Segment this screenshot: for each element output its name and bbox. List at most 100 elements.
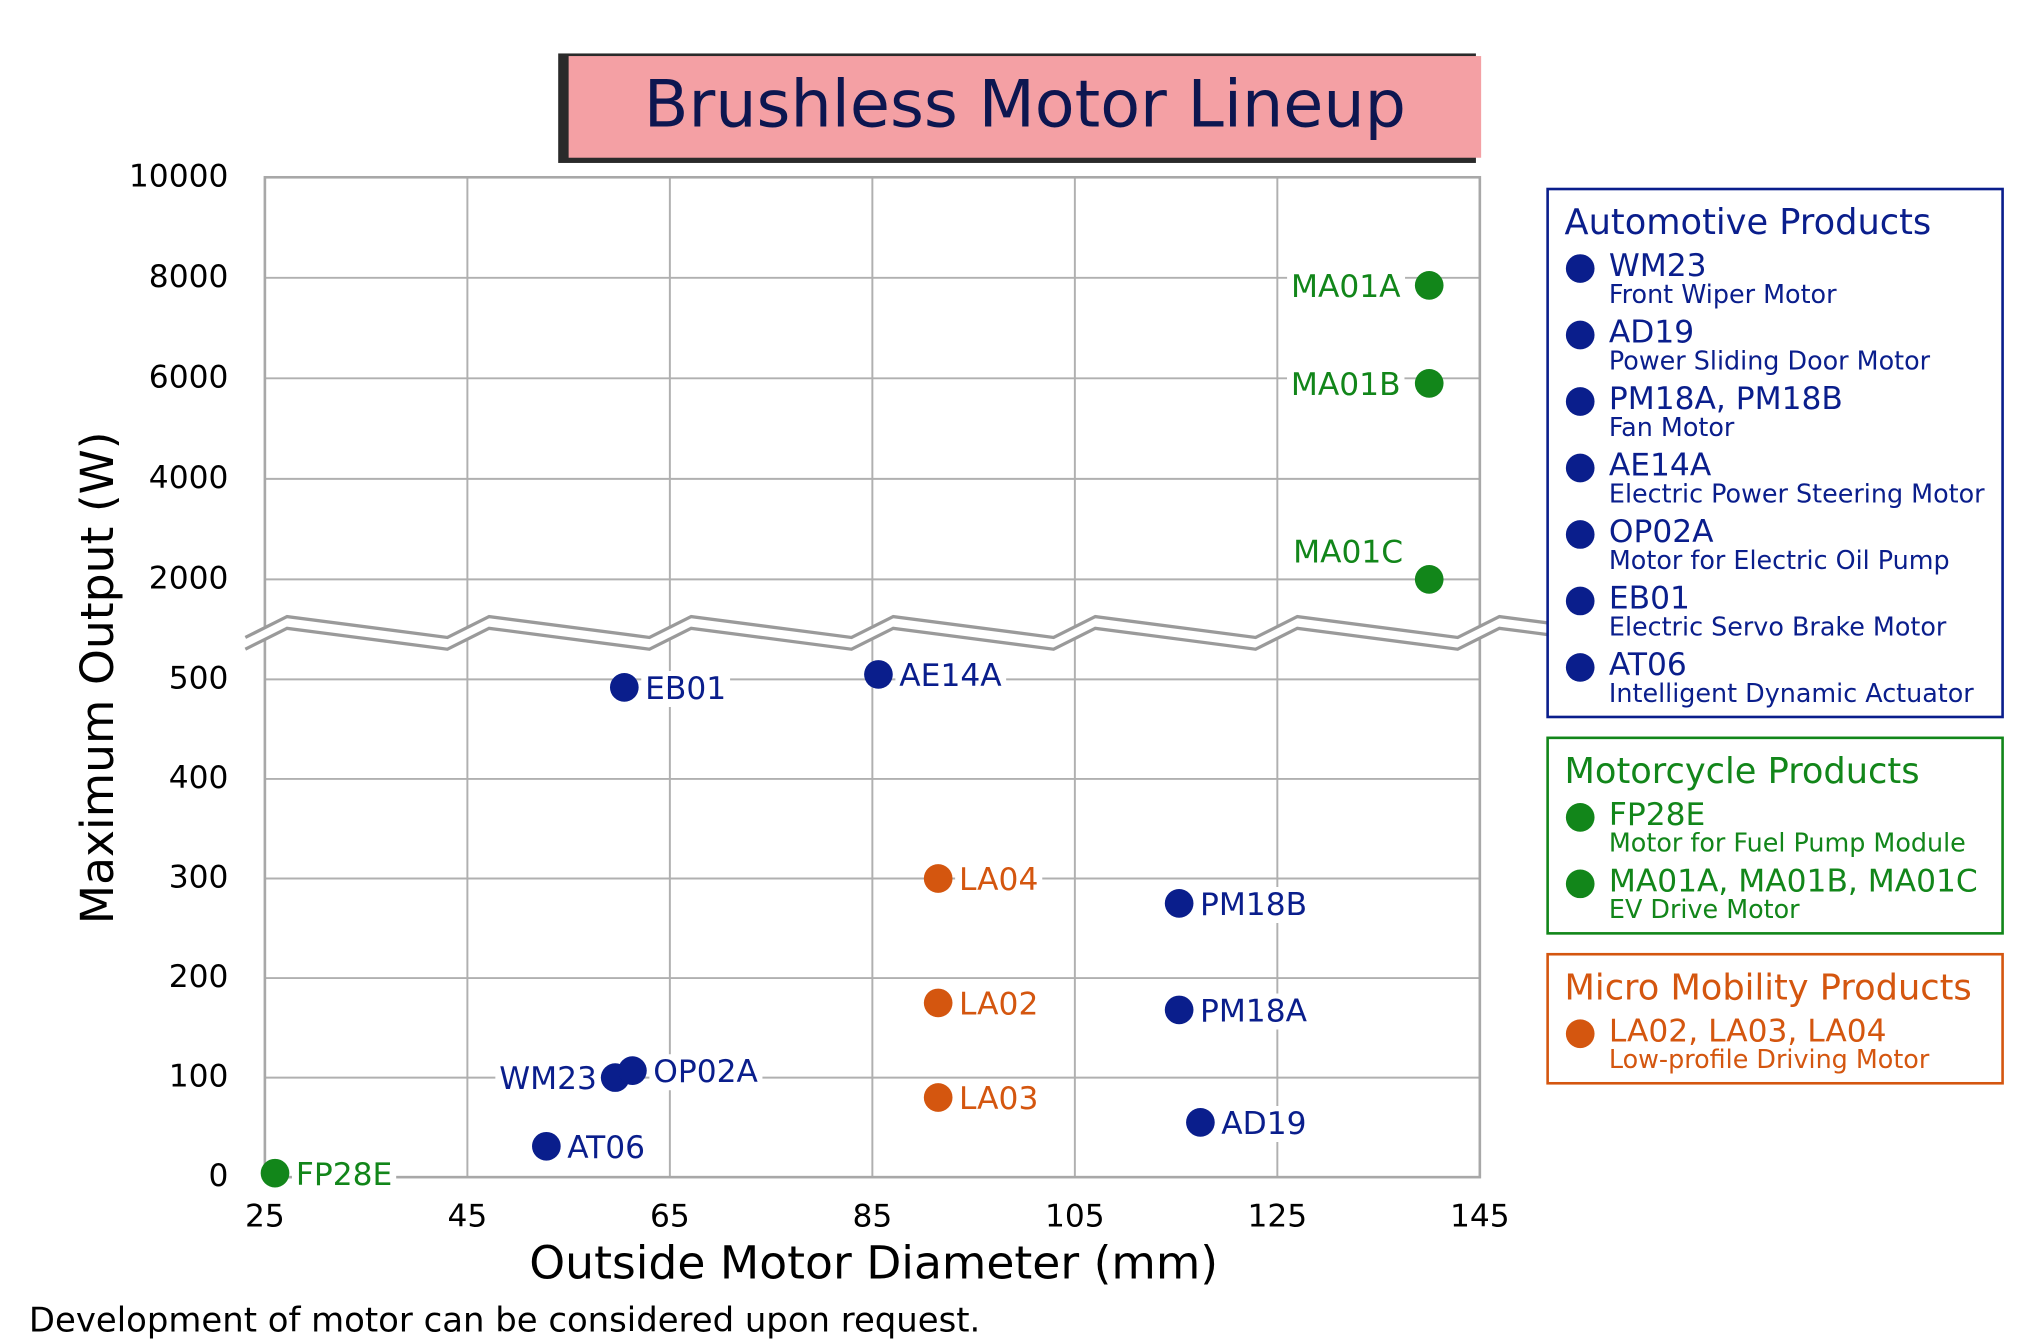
legend-box [1546, 952, 2004, 1085]
legend-item-name: LA02, LA03, LA04 [1609, 1013, 1887, 1049]
data-point [1164, 889, 1194, 918]
label-background [1289, 534, 1408, 571]
y-tick-label: 100 [169, 1059, 229, 1095]
point-label: FP28E [296, 1157, 392, 1193]
y-tick-label: 6000 [149, 359, 229, 395]
data-point [1414, 369, 1444, 398]
legend-item-name: AD19 [1609, 315, 1694, 351]
legend-marker [1565, 653, 1595, 682]
label-background [649, 1054, 763, 1091]
legend-item-desc: Front Wiper Motor [1609, 279, 1837, 309]
y-tick-label: 300 [169, 860, 229, 896]
axis-break-line [244, 626, 1660, 651]
legend-marker [1565, 1019, 1595, 1049]
x-tick-label: 85 [852, 1199, 892, 1235]
y-tick-label: 200 [169, 959, 229, 995]
legend-item-name: OP02A [1609, 514, 1714, 550]
point-label: EB01 [645, 671, 726, 707]
chart-title: Brushless Motor Lineup [644, 67, 1406, 142]
point-label: LA03 [959, 1081, 1038, 1117]
legend-item-desc: Electric Power Steering Motor [1609, 478, 1985, 508]
legend-item-desc: Power Sliding Door Motor [1609, 345, 1931, 375]
label-background [895, 658, 1007, 695]
x-tick-label: 65 [650, 1199, 690, 1235]
point-label: AT06 [567, 1130, 645, 1166]
x-tick-label: 145 [1450, 1199, 1510, 1235]
point-label: WM23 [499, 1061, 597, 1097]
legend-title: Motorcycle Products [1565, 751, 1920, 792]
label-background [1217, 1105, 1311, 1142]
point-label: PM18B [1200, 887, 1307, 923]
point-label: OP02A [653, 1054, 758, 1090]
legend-item-desc: Motor for Electric Oil Pump [1609, 545, 1950, 575]
point-label: MA01B [1291, 367, 1401, 403]
point-label: AE14A [899, 658, 1002, 694]
legend-item-desc: Electric Servo Brake Motor [1609, 611, 1947, 641]
legend-item-desc: Low-profile Driving Motor [1609, 1044, 1930, 1074]
legend-item-desc: Intelligent Dynamic Actuator [1609, 678, 1974, 708]
y-tick-label: 500 [169, 660, 229, 696]
legend-marker [1565, 453, 1595, 483]
x-tick-label: 25 [245, 1199, 285, 1235]
legend-item-name: FP28E [1609, 797, 1705, 833]
data-point [864, 660, 893, 689]
label-background [641, 670, 731, 707]
legend-item-desc: Fan Motor [1609, 412, 1735, 442]
y-axis-label: Maximum Output (W) [71, 431, 124, 924]
legend-marker [1565, 254, 1595, 283]
point-label: LA02 [959, 987, 1038, 1023]
data-point [1186, 1108, 1215, 1137]
data-point [923, 864, 953, 893]
y-tick-label: 2000 [149, 560, 229, 596]
legend-marker [1565, 320, 1595, 350]
legend-item-desc: EV Drive Motor [1609, 894, 1800, 924]
legend-item-name: WM23 [1609, 248, 1707, 284]
legend-item-name: MA01A, MA01B, MA01C [1609, 864, 1978, 900]
y-tick-label: 400 [169, 760, 229, 796]
point-label: LA04 [959, 862, 1038, 898]
data-point [260, 1158, 290, 1188]
legend-marker [1565, 803, 1595, 832]
legend-title: Automotive Products [1565, 202, 1932, 243]
data-point [1414, 271, 1444, 300]
data-point [609, 673, 639, 702]
point-label: AD19 [1221, 1106, 1306, 1142]
legend-box [1546, 736, 2004, 935]
y-tick-label: 0 [208, 1158, 228, 1194]
label-background [955, 862, 1043, 899]
legend-item-desc: Motor for Fuel Pump Module [1609, 828, 1966, 858]
data-point [923, 1083, 953, 1112]
axis-break-line [244, 614, 1660, 640]
label-background [495, 1061, 601, 1098]
point-label: MA01A [1291, 269, 1401, 305]
legend-item-name: AT06 [1609, 647, 1687, 683]
data-point [923, 988, 953, 1018]
legend-item-name: AE14A [1609, 448, 1712, 484]
label-background [955, 1081, 1043, 1118]
label-background [955, 986, 1043, 1023]
y-tick-label: 8000 [149, 259, 229, 295]
x-tick-label: 125 [1248, 1199, 1308, 1235]
legend-box [1546, 187, 2004, 719]
legend-title: Micro Mobility Products [1565, 967, 1972, 1008]
title-box [568, 56, 1482, 158]
y-tick-label: 4000 [149, 460, 229, 496]
label-background [1196, 886, 1311, 923]
x-tick-label: 45 [447, 1199, 487, 1235]
data-point [1164, 995, 1194, 1025]
label-background [1196, 993, 1312, 1030]
data-point [618, 1056, 647, 1085]
label-background [1287, 366, 1405, 403]
legend-marker [1565, 586, 1595, 616]
legend-item-name: PM18A, PM18B [1609, 381, 1843, 417]
legend-marker [1565, 869, 1595, 899]
point-label: PM18A [1200, 994, 1308, 1030]
data-point [1414, 565, 1444, 594]
label-background [563, 1129, 649, 1166]
y-tick-label: 10000 [129, 158, 228, 194]
point-label: MA01C [1293, 534, 1403, 570]
footnote: Development of motor can be considered u… [29, 1300, 980, 1339]
x-tick-label: 105 [1045, 1199, 1105, 1235]
data-point [532, 1131, 561, 1161]
